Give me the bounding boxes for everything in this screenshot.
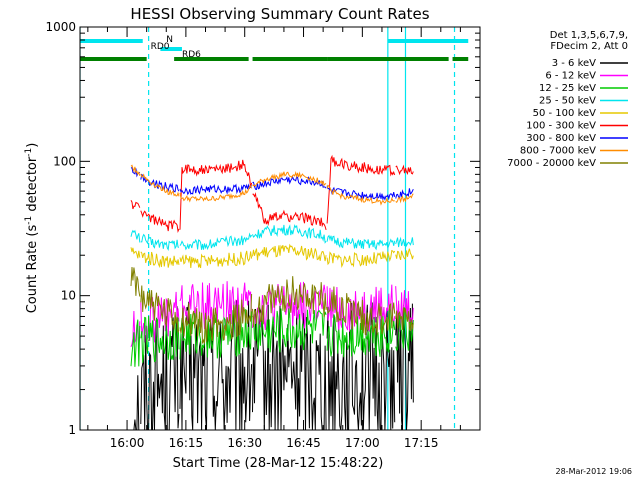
- legend-entry-label: 25 - 50 keV: [539, 96, 596, 107]
- generation-timestamp: 28-Mar-2012 19:06: [556, 467, 633, 476]
- x-tick-label: 16:30: [227, 436, 262, 450]
- flag-label-rd6: RD6: [182, 50, 201, 60]
- plot-frame: [79, 26, 481, 431]
- y-tick-label: 100: [53, 154, 76, 168]
- series-line: [130, 243, 414, 269]
- x-tick-label: 17:15: [404, 436, 439, 450]
- legend-header-line: FDecim 2, Att 0: [550, 41, 628, 52]
- legend-entry-label: 7000 - 20000 keV: [507, 158, 596, 169]
- x-tick-label: 16:00: [110, 436, 145, 450]
- legend-entry-label: 6 - 12 keV: [545, 71, 596, 82]
- series-line: [130, 307, 414, 367]
- legend: Det 1,3,5,6,7,9,FDecim 2, Att 0 3 - 6 keV…: [507, 30, 628, 169]
- x-tick-label: 16:15: [169, 436, 204, 450]
- flag-label-n: N: [166, 35, 173, 45]
- y-tick-label: 10: [61, 289, 76, 303]
- y-tick-label: 1000: [45, 20, 76, 34]
- plot-clip-group: [80, 27, 469, 430]
- series-line: [131, 300, 414, 430]
- series-line: [130, 154, 414, 234]
- legend-entry-label: 12 - 25 keV: [539, 83, 596, 94]
- legend-entry-label: 50 - 100 keV: [533, 108, 597, 119]
- series-line: [130, 224, 414, 251]
- axes: 16:00 16:15 16:30 16:45 17:00 17:15 1 10 100 1000: [45, 20, 481, 450]
- legend-header-line: Det 1,3,5,6,7,9,: [550, 30, 628, 41]
- legend-entry-label: 100 - 300 keV: [526, 121, 596, 132]
- legend-entry-label: 800 - 7000 keV: [520, 146, 596, 157]
- legend-entry-label: 3 - 6 keV: [552, 58, 596, 69]
- x-tick-label: 16:45: [286, 436, 321, 450]
- chart-title: HESSI Observing Summary Count Rates: [130, 5, 429, 23]
- flag-label-rd0: RD0: [151, 42, 170, 52]
- legend-entry-label: 300 - 800 keV: [526, 133, 596, 144]
- series-line: [130, 266, 414, 344]
- x-tick-label: 17:00: [345, 436, 380, 450]
- x-axis-label: Start Time (28-Mar-12 15:48:22): [173, 456, 384, 471]
- series-line: [130, 281, 414, 347]
- y-tick-label: 1: [68, 423, 76, 437]
- series-line: [130, 164, 414, 206]
- y-axis-label: Count Rate (s-1 detector-1): [24, 143, 40, 314]
